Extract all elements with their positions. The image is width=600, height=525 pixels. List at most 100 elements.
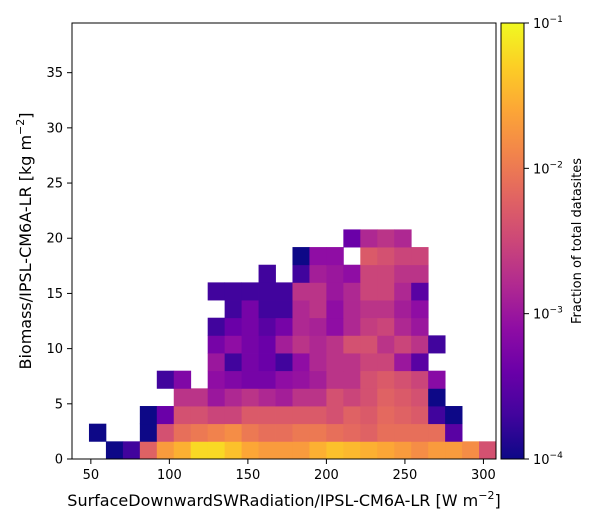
heatmap-cell <box>309 264 327 283</box>
heatmap-cell <box>224 406 242 425</box>
heatmap-cell <box>360 423 378 442</box>
heatmap-cell <box>360 388 378 407</box>
plot-frame <box>71 22 497 460</box>
heatmap-cell <box>292 406 310 425</box>
y-tick-label: 10 <box>46 342 63 357</box>
heatmap-cell <box>326 300 344 319</box>
heatmap-cell <box>377 441 395 460</box>
heatmap-cell <box>224 423 242 442</box>
heatmap-cell <box>241 353 259 372</box>
heatmap-cell <box>88 423 107 442</box>
heatmap-cell <box>377 282 395 301</box>
heatmap-cell <box>309 370 327 389</box>
heatmap-cell <box>326 317 344 336</box>
heatmap-cell <box>258 282 276 301</box>
heatmap-cell <box>343 353 361 372</box>
heatmap-cell <box>241 335 259 354</box>
heatmap-cell <box>309 335 327 354</box>
x-tick-label: 200 <box>314 468 339 483</box>
heatmap-cell <box>377 423 395 442</box>
heatmap-cell <box>309 423 327 442</box>
heatmap-cell <box>139 441 158 460</box>
heatmap-cell <box>411 353 429 372</box>
y-tick-label: 0 <box>55 453 63 468</box>
colorbar-label: Fraction of total datasites <box>570 158 585 324</box>
heatmap-cell <box>309 441 327 460</box>
heatmap-cell <box>292 370 310 389</box>
heatmap-cell <box>241 441 259 460</box>
heatmap-cell <box>343 406 361 425</box>
colorbar-tick-label: 10−1 <box>533 15 563 32</box>
heatmap-cell <box>190 441 209 460</box>
heatmap-cell <box>258 441 276 460</box>
heatmap-cell <box>326 353 344 372</box>
x-tick-label: 100 <box>157 468 182 483</box>
heatmap-cell <box>411 441 429 460</box>
heatmap-cell <box>309 388 327 407</box>
heatmap-cell <box>343 229 361 248</box>
heatmap-cell <box>122 441 141 460</box>
heatmap-cell <box>394 388 412 407</box>
heatmap-cell <box>258 264 276 283</box>
heatmap-cell <box>394 300 412 319</box>
heatmap-cell <box>224 282 242 301</box>
heatmap-cell <box>309 300 327 319</box>
heatmap-cell <box>394 264 412 283</box>
heatmap-cell <box>173 441 192 460</box>
heatmap-cell <box>411 335 429 354</box>
heatmap-cell <box>394 229 412 248</box>
heatmap-cell <box>326 370 344 389</box>
heatmap-cell <box>360 353 378 372</box>
heatmap-cell <box>207 441 226 460</box>
heatmap-cell <box>241 406 259 425</box>
heatmap-cell <box>258 317 276 336</box>
heatmap-cell <box>479 441 497 460</box>
heatmap-cell <box>343 370 361 389</box>
heatmap-cell <box>377 317 395 336</box>
heatmap-cell <box>411 370 429 389</box>
heatmap-cell <box>224 370 242 389</box>
heatmap-cell <box>326 264 344 283</box>
heatmap-cell <box>394 282 412 301</box>
heatmap-cell <box>207 388 226 407</box>
heatmap-cell <box>173 423 192 442</box>
heatmap-cell <box>360 406 378 425</box>
heatmap-cell <box>224 300 242 319</box>
heatmap-cell <box>207 423 226 442</box>
heatmap-cell <box>343 388 361 407</box>
heatmap-cell <box>156 441 175 460</box>
heatmap-cell <box>258 300 276 319</box>
heatmap-cell <box>258 370 276 389</box>
y-axis: 0 5 10 15 20 25 30 35 <box>46 66 72 468</box>
heatmap-cell <box>275 353 293 372</box>
heatmap-cell <box>292 317 310 336</box>
heatmap-cell <box>411 300 429 319</box>
heatmap-cell <box>377 247 395 266</box>
heatmap-cell <box>377 229 395 248</box>
y-tick-label: 15 <box>46 287 63 302</box>
heatmap-cell <box>394 423 412 442</box>
heatmap-cell <box>394 353 412 372</box>
heatmap-cell <box>241 300 259 319</box>
heatmap-cell <box>411 282 429 301</box>
y-tick-label: 25 <box>46 177 63 192</box>
heatmap-cell <box>360 441 378 460</box>
colorbar-axis: 10−4 10−3 10−2 10−1 <box>524 15 563 468</box>
heatmap-cell <box>275 317 293 336</box>
heatmap-cell <box>309 282 327 301</box>
heatmap-cell <box>292 264 310 283</box>
heatmap-cell <box>428 335 446 354</box>
heatmap-cell <box>275 282 293 301</box>
heatmap-cell <box>309 353 327 372</box>
heatmap-cell <box>292 247 310 266</box>
heatmap-cell <box>292 282 310 301</box>
heatmap-cell <box>292 353 310 372</box>
heatmap-cell <box>326 247 344 266</box>
heatmap-cell <box>343 300 361 319</box>
heatmap-cell <box>139 423 158 442</box>
heatmap-cell <box>224 388 242 407</box>
heatmap-cell <box>241 317 259 336</box>
heatmap-cell <box>241 423 259 442</box>
